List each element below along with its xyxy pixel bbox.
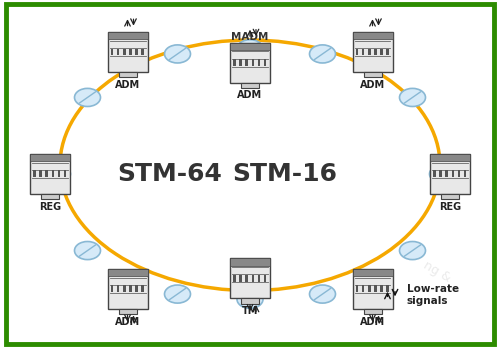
Circle shape bbox=[237, 40, 263, 58]
Bar bbox=[230, 258, 270, 266]
Bar bbox=[430, 154, 470, 161]
Text: ADM: ADM bbox=[360, 80, 385, 90]
Bar bbox=[439, 171, 442, 177]
Circle shape bbox=[237, 290, 263, 308]
Text: ng &: ng & bbox=[422, 259, 454, 284]
Circle shape bbox=[310, 285, 336, 303]
Text: ADM: ADM bbox=[115, 317, 140, 327]
Text: ADM: ADM bbox=[238, 90, 262, 101]
Bar bbox=[116, 49, 119, 55]
Bar bbox=[129, 49, 132, 55]
Bar bbox=[116, 285, 119, 292]
Bar bbox=[386, 49, 389, 55]
Bar bbox=[352, 32, 393, 39]
Bar bbox=[108, 269, 148, 276]
Bar bbox=[246, 59, 248, 66]
Bar bbox=[46, 171, 48, 177]
Bar bbox=[364, 309, 382, 314]
Circle shape bbox=[44, 165, 70, 183]
Bar bbox=[233, 59, 235, 66]
Bar bbox=[264, 275, 266, 282]
Bar bbox=[252, 59, 254, 66]
Bar bbox=[441, 194, 459, 199]
Text: TM: TM bbox=[242, 306, 258, 316]
Text: REG: REG bbox=[39, 202, 61, 212]
Text: ADM: ADM bbox=[360, 317, 385, 327]
Circle shape bbox=[164, 285, 190, 303]
Bar bbox=[252, 275, 254, 282]
Circle shape bbox=[430, 165, 456, 183]
Bar bbox=[230, 43, 270, 83]
Bar bbox=[118, 72, 136, 77]
Text: STM-64: STM-64 bbox=[118, 162, 222, 186]
Text: Low-rate
signals: Low-rate signals bbox=[406, 284, 459, 306]
Text: REG: REG bbox=[439, 202, 461, 212]
Bar bbox=[380, 49, 383, 55]
Circle shape bbox=[310, 45, 336, 63]
Bar bbox=[33, 171, 35, 177]
Bar bbox=[41, 194, 59, 199]
Bar bbox=[110, 285, 113, 292]
Circle shape bbox=[400, 242, 425, 260]
Bar bbox=[258, 275, 260, 282]
Bar bbox=[135, 49, 138, 55]
Bar bbox=[142, 49, 144, 55]
Circle shape bbox=[164, 45, 190, 63]
Bar bbox=[135, 285, 138, 292]
Bar bbox=[108, 32, 148, 39]
Bar bbox=[430, 154, 470, 194]
Bar bbox=[239, 59, 242, 66]
Bar bbox=[123, 285, 126, 292]
Bar bbox=[386, 285, 389, 292]
Bar bbox=[123, 49, 126, 55]
Bar bbox=[368, 285, 370, 292]
Bar bbox=[246, 275, 248, 282]
Bar bbox=[374, 49, 376, 55]
Text: MADM: MADM bbox=[232, 32, 268, 42]
Bar bbox=[30, 154, 70, 161]
Bar bbox=[30, 154, 70, 194]
Bar bbox=[352, 269, 393, 276]
Text: ADM: ADM bbox=[115, 80, 140, 90]
Bar bbox=[233, 275, 235, 282]
Bar bbox=[108, 269, 148, 309]
Bar bbox=[241, 82, 259, 88]
Bar bbox=[452, 171, 454, 177]
Bar bbox=[264, 59, 266, 66]
Bar bbox=[362, 285, 364, 292]
Bar bbox=[110, 49, 113, 55]
Bar bbox=[129, 285, 132, 292]
Bar bbox=[58, 171, 60, 177]
Bar bbox=[118, 309, 136, 314]
Bar bbox=[241, 298, 259, 303]
Bar bbox=[464, 171, 466, 177]
Bar bbox=[352, 269, 393, 309]
Bar bbox=[239, 275, 242, 282]
Circle shape bbox=[74, 88, 101, 106]
Bar bbox=[362, 49, 364, 55]
Bar bbox=[52, 171, 54, 177]
Circle shape bbox=[74, 242, 101, 260]
Bar bbox=[368, 49, 370, 55]
Circle shape bbox=[400, 88, 425, 106]
Bar bbox=[433, 171, 436, 177]
Bar bbox=[64, 171, 66, 177]
Bar bbox=[446, 171, 448, 177]
Bar bbox=[352, 32, 393, 72]
Bar bbox=[230, 258, 270, 298]
Text: STM-16: STM-16 bbox=[232, 162, 338, 186]
Bar bbox=[230, 43, 270, 50]
Bar bbox=[356, 285, 358, 292]
Bar bbox=[108, 32, 148, 72]
Bar bbox=[364, 72, 382, 77]
Bar bbox=[258, 59, 260, 66]
Bar bbox=[458, 171, 460, 177]
Bar bbox=[142, 285, 144, 292]
Bar bbox=[39, 171, 42, 177]
Bar bbox=[374, 285, 376, 292]
Bar bbox=[380, 285, 383, 292]
Bar bbox=[356, 49, 358, 55]
